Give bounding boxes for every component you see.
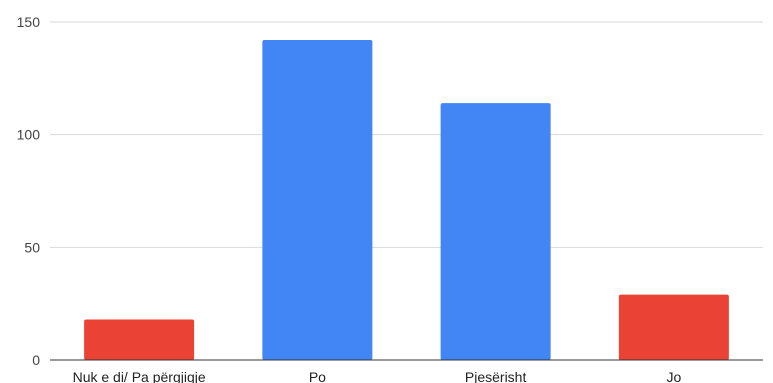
y-tick-label: 150	[17, 14, 41, 30]
x-category-label: Po	[309, 369, 326, 383]
x-axis-category-labels: Nuk e di/ Pa përgjigje Po Pjesërisht Jo	[73, 369, 682, 383]
y-tick-label: 100	[17, 127, 41, 143]
x-category-label: Nuk e di/ Pa përgjigje	[73, 369, 206, 383]
x-category-label: Pjesërisht	[465, 369, 527, 383]
y-tick-label: 0	[32, 352, 40, 368]
y-axis-tick-labels: 0 50 100 150	[17, 14, 41, 368]
bar	[618, 294, 729, 360]
bars	[84, 40, 729, 361]
bar	[440, 103, 551, 361]
y-tick-label: 50	[24, 239, 40, 255]
bar	[262, 40, 373, 360]
bar	[84, 319, 195, 360]
grid-lines	[50, 21, 763, 248]
x-category-label: Jo	[666, 369, 681, 383]
